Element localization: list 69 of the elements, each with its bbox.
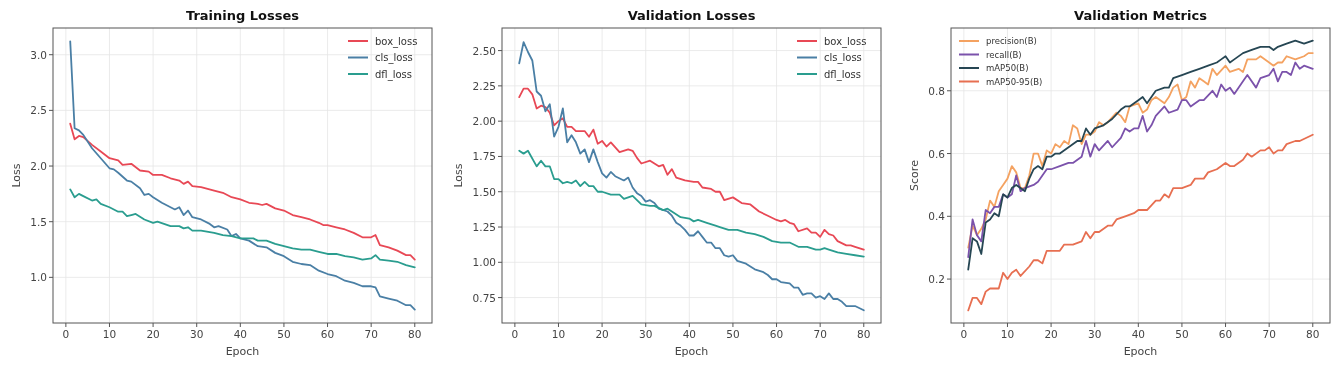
chart-title: Training Losses: [185, 8, 300, 23]
chart-title: Validation Metrics: [1074, 8, 1208, 23]
y-tick-label: 2.00: [472, 115, 496, 128]
x-tick-label: 50: [726, 328, 740, 340]
y-axis-title: Loss: [452, 163, 465, 188]
x-tick-label: 70: [813, 328, 827, 340]
y-tick-label: 2.5: [30, 104, 47, 117]
x-tick-label: 60: [769, 328, 784, 340]
x-tick-label: 40: [1131, 328, 1146, 340]
x-tick-label: 80: [857, 328, 871, 340]
line-series: [518, 87, 865, 251]
y-axis-title: Loss: [10, 163, 23, 188]
y-tick-label: 0.8: [928, 84, 945, 97]
legend-label: box_loss: [824, 35, 867, 48]
y-tick-label: 2.25: [472, 79, 496, 92]
x-tick-label: 50: [1175, 328, 1189, 340]
y-tick-label: 1.5: [30, 215, 47, 228]
y-tick-label: 1.75: [472, 150, 496, 163]
x-tick-label: 40: [682, 328, 697, 340]
x-axis-title: Epoch: [1123, 345, 1158, 358]
line-series: [967, 39, 1314, 271]
legend-label: dfl_loss: [824, 68, 861, 81]
line-series: [69, 188, 416, 269]
x-tick-label: 40: [233, 328, 248, 340]
x-axis-title: Epoch: [225, 345, 260, 358]
x-tick-label: 60: [1218, 328, 1233, 340]
x-tick-label: 0: [511, 328, 519, 340]
legend-label: recall(B): [986, 49, 1022, 60]
x-tick-label: 30: [1088, 328, 1102, 340]
y-tick-label: 0.6: [928, 147, 946, 160]
line-series: [518, 149, 865, 258]
chart-title: Validation Losses: [627, 8, 756, 23]
legend-label: mAP50(B): [986, 63, 1029, 73]
y-tick-label: 3.0: [30, 48, 47, 61]
x-tick-label: 20: [595, 328, 609, 340]
x-tick-label: 10: [551, 328, 566, 340]
x-tick-label: 30: [190, 328, 204, 340]
legend-label: box_loss: [375, 35, 418, 48]
x-tick-label: 60: [320, 328, 335, 340]
y-tick-label: 0.75: [472, 291, 496, 304]
x-tick-label: 20: [1044, 328, 1058, 340]
x-tick-label: 20: [146, 328, 160, 340]
x-tick-label: 50: [277, 328, 291, 340]
legend-label: cls_loss: [375, 52, 413, 64]
y-axis-title: Score: [908, 159, 921, 191]
x-tick-label: 0: [960, 328, 968, 340]
y-tick-label: 0.2: [928, 273, 945, 286]
line-series: [967, 133, 1314, 312]
x-axis-title: Epoch: [674, 345, 709, 358]
line-series: [69, 122, 416, 261]
y-tick-label: 1.00: [472, 256, 496, 269]
x-tick-label: 80: [1306, 328, 1320, 340]
x-tick-label: 70: [364, 328, 378, 340]
x-tick-label: 80: [408, 328, 422, 340]
y-tick-label: 1.25: [472, 221, 496, 234]
y-tick-label: 2.50: [472, 44, 496, 57]
x-tick-label: 10: [102, 328, 117, 340]
x-tick-label: 30: [639, 328, 653, 340]
x-tick-label: 0: [62, 328, 70, 340]
legend-label: mAP50-95(B): [986, 76, 1043, 87]
x-tick-label: 10: [1000, 328, 1015, 340]
y-tick-label: 1.0: [30, 271, 47, 284]
legend-label: precision(B): [986, 36, 1037, 46]
y-tick-label: 0.4: [928, 210, 946, 223]
y-tick-label: 1.50: [472, 185, 496, 198]
y-tick-label: 2.0: [30, 160, 47, 173]
x-tick-label: 70: [1262, 328, 1276, 340]
legend-label: dfl_loss: [375, 68, 412, 81]
legend-label: cls_loss: [824, 52, 862, 64]
